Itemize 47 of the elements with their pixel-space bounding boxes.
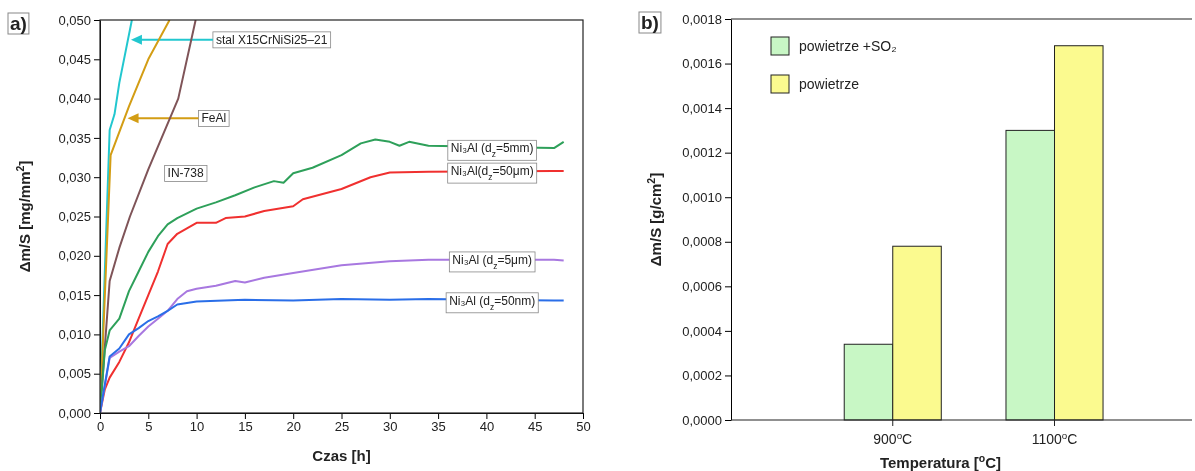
legend-label: powietrze — [799, 75, 860, 92]
y-tick-label: 0,025 — [58, 209, 91, 225]
x-axis-title: Czas [h] — [312, 447, 371, 464]
x-tick-label: 5 — [145, 419, 153, 435]
y-tick-label: 0,015 — [58, 287, 91, 303]
series-label: Ni₃Al(d$_{z}$=50μm) — [450, 164, 534, 183]
y-tick-label: 0,0002 — [682, 368, 722, 384]
y-tick-label: 0,035 — [58, 130, 91, 146]
y-tick-label: 0,000 — [58, 405, 91, 421]
y-tick-label: 0,010 — [58, 327, 91, 343]
series-label: Ni₃Al (d$_{z}$=50nm) — [449, 293, 536, 312]
y-tick-label: 0,0000 — [682, 412, 722, 428]
x-tick-label: 50 — [576, 419, 591, 435]
x-tick-label: 30 — [383, 419, 398, 435]
series-label: IN-738 — [167, 166, 204, 181]
y-tick-label: 0,040 — [58, 91, 91, 107]
series-label: Ni₃Al (d$_{z}$=5μm) — [452, 252, 533, 271]
series-label: Ni₃Al (d$_{z}$=5mm) — [450, 141, 534, 160]
y-tick-label: 0,0016 — [682, 56, 722, 72]
x-tick-label: 10 — [189, 419, 205, 435]
y-tick-label: 0,0018 — [682, 11, 722, 27]
x-tick-label: 15 — [238, 419, 253, 435]
y-tick-label: 0,005 — [58, 366, 91, 382]
x-tick-label: 1100$^{o}$C — [1031, 429, 1078, 447]
chart-title: a) — [10, 13, 27, 34]
y-tick-label: 0,050 — [58, 12, 91, 28]
x-tick-label: 900$^{o}$C — [873, 429, 913, 447]
y-tick-label: 0,020 — [58, 248, 91, 264]
y-tick-label: 0,0010 — [682, 189, 722, 205]
chart-title: b) — [641, 12, 659, 33]
text: stal X15CrNiSi25–21 — [215, 32, 328, 47]
x-tick-label: 45 — [527, 419, 543, 435]
y-tick-label: 0,045 — [58, 51, 91, 67]
x-tick-label: 35 — [431, 419, 446, 435]
x-tick-label: 40 — [479, 419, 495, 435]
y-tick-label: 0,0014 — [682, 100, 722, 116]
x-tick-label: 20 — [286, 419, 301, 435]
text: FeAl — [201, 111, 227, 126]
x-tick-label: 25 — [334, 419, 350, 435]
legend-label: powietrze +SO₂ — [799, 37, 897, 54]
y-tick-label: 0,0004 — [682, 323, 722, 339]
x-tick-label: 0 — [96, 419, 105, 435]
y-tick-label: 0,0012 — [682, 145, 722, 161]
y-tick-label: 0,0008 — [682, 234, 722, 250]
y-tick-label: 0,030 — [58, 169, 91, 185]
x-axis-title: Temperatura [$^{o}$C] — [879, 452, 1002, 471]
y-tick-label: 0,0006 — [682, 278, 722, 294]
